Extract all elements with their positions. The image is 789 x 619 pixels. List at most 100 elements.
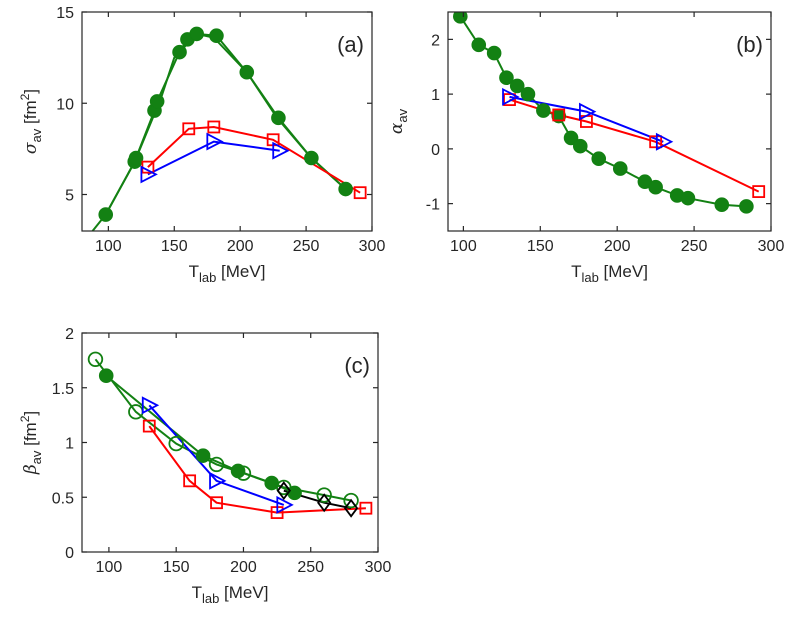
black-diamonds-point [343,498,359,518]
black-diamonds-point [276,481,291,501]
red-squares-line [148,425,366,514]
blue-triangles-line [148,404,285,506]
y-tick-label: 2 [65,326,74,343]
blue-triangles-point [206,132,224,151]
green-open-point [168,435,184,452]
x-tick-label: 100 [96,559,123,576]
red-squares-point [649,135,663,149]
plot-area [453,12,766,214]
panel-a: 100 150 200 250 300 5 10 15 Tlab [MeV] σav [fm2] (… [18,5,385,285]
green-filled-point [149,94,165,109]
x-tick-label: 150 [527,238,554,255]
x-tick-label: 300 [758,238,785,255]
red-squares-point [207,120,221,134]
blue-triangles-point [502,87,520,106]
x-axis-label: Tlab [MeV] [189,262,266,285]
green-filled-point [591,151,607,167]
green-filled-point [209,28,224,44]
red-squares-point [353,186,367,200]
blue-triangles-point [579,102,597,121]
y-tick-label: 1 [431,87,440,104]
y-tick-label: 1 [65,436,74,453]
axes-frame [81,11,373,232]
green-filled-point [471,37,487,53]
red-squares-point [552,108,566,122]
green-filled-line [459,15,747,208]
green-line-line [91,32,347,231]
green-open-point [87,351,104,367]
y-tick-label: 15 [56,5,74,22]
green-filled-point [338,181,353,197]
green-filled-point [714,197,730,213]
green-filled-line [104,32,347,216]
y-tick-label: 0 [431,142,440,159]
panel-label: (c) [344,353,370,378]
green-filled-point [536,103,551,118]
x-tick-label: 150 [161,238,188,255]
y-tick-label: 0 [65,545,74,562]
green-open-point [208,456,225,473]
axes-frame [81,332,379,553]
x-tick-label: 200 [604,238,631,255]
x-tick-label: 300 [365,559,392,576]
green-filled-point [195,448,211,463]
x-tick-label: 250 [297,559,324,576]
red-squares-point [142,419,156,433]
green-filled-point [509,78,525,94]
panel-label: (b) [736,32,763,57]
red-squares-point [503,93,516,106]
y-axis-label: βav [fm2] [18,411,44,475]
plot-area [87,351,373,519]
green-filled-point [648,179,663,195]
blue-triangles-point [140,165,158,184]
green-filled-point [98,368,114,384]
panel-b: 100 150 200 250 300 -1 0 1 2 Tlab [MeV] αav (b) [387,11,785,285]
green-filled-point [486,45,502,61]
green-filled-point [680,190,696,206]
green-filled-point [239,64,255,80]
green-filled-point [287,485,302,501]
y-tick-label: 0.5 [52,490,74,507]
green-filled-point [172,44,187,60]
green-open-point [343,492,359,509]
x-tick-label: 100 [95,238,122,255]
blue-triangles-point [209,471,227,490]
black-diamonds-point [317,493,332,513]
panel-label: (a) [337,32,364,57]
x-tick-label: 100 [450,238,477,255]
green-open-point [316,487,332,503]
green-filled-point [189,26,204,42]
green-filled-point [499,70,514,85]
blue-triangles-point [655,132,674,151]
green-filled-point [128,150,144,166]
green-filled-point [304,150,319,166]
axes-frame [447,11,772,232]
y-tick-label: -1 [426,197,440,214]
blue-triangles-point [276,495,294,514]
green-filled-point [739,199,754,214]
blue-triangles-point [272,141,290,160]
red-squares-point [359,501,373,515]
red-squares-point [183,474,197,488]
y-tick-label: 1.5 [52,381,74,398]
panel-c: 100 150 200 250 300 0 0.5 1 1.5 2 Tlab [MeV] βav [f… [18,326,391,606]
blue-triangles-point [141,396,160,415]
green-filled-point [264,475,280,491]
green-filled-point [572,138,588,154]
green-filled-point [563,130,579,146]
red-squares-point [752,185,766,198]
x-tick-label: 200 [227,238,254,255]
green-filled-point [520,86,536,102]
y-tick-label: 2 [431,32,440,49]
x-tick-label: 150 [163,559,190,576]
x-axis-label: Tlab [MeV] [571,262,648,285]
green-filled-point [612,161,628,176]
blue-triangles-line [147,140,280,176]
green-filled-point [98,207,114,222]
y-axis-label: σav [fm2] [18,89,44,154]
red-squares-point [182,122,196,136]
y-tick-label: 10 [56,96,74,113]
red-squares-line [147,125,361,194]
x-tick-label: 250 [681,238,708,255]
